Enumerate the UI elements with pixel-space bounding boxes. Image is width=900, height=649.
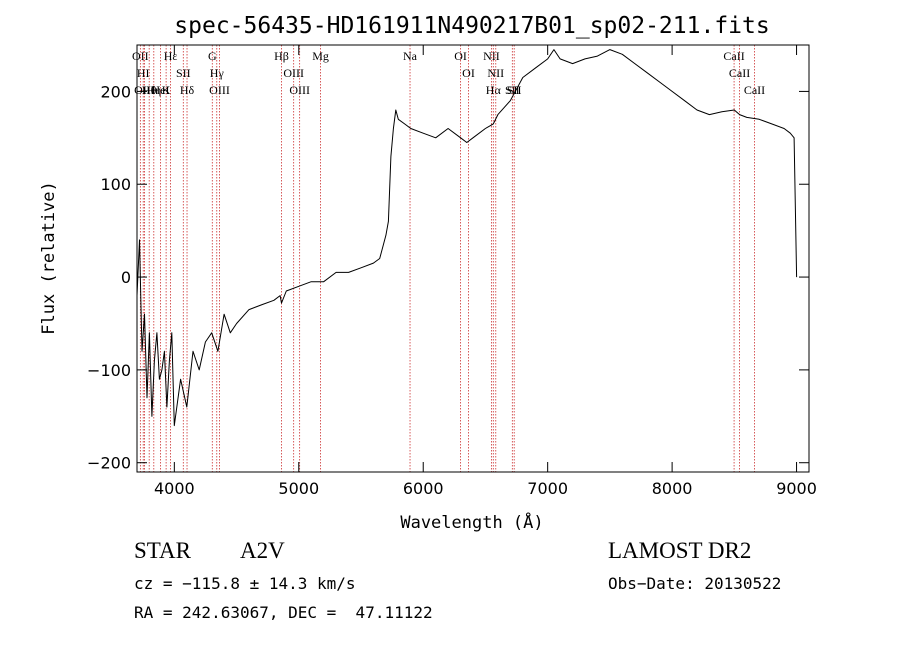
line-label-27: CaII — [744, 83, 765, 97]
y-tick-label-2: 0 — [121, 268, 131, 287]
line-label-21: Hα — [486, 83, 502, 97]
line-markers: OIIHIOIIIHθHηHeIKHεSIIHδGHγOIIIHβOIIIOII… — [132, 45, 765, 472]
line-label-8: Hδ — [180, 83, 195, 97]
observation-date: Obs−Date: 20130522 — [608, 574, 782, 593]
line-label-6: K — [162, 83, 171, 97]
redshift-readout: cz = −115.8 ± 14.3 km/s — [134, 574, 356, 593]
line-label-0: Hθ — [142, 83, 157, 97]
line-label-22: NII — [487, 66, 504, 80]
coordinates-readout: RA = 242.63067, DEC = 47.11122 — [134, 603, 433, 622]
x-tick-label-2: 6000 — [403, 479, 444, 498]
line-label-10: G — [208, 49, 217, 63]
line-label-9: SII — [176, 66, 191, 80]
spectrum-chart: spec-56435-HD161911N490217B01_sp02-211.f… — [39, 13, 817, 533]
line-label-3: HI — [137, 66, 150, 80]
line-label-12: Hγ — [210, 66, 225, 80]
y-tick-label-1: −100 — [87, 361, 131, 380]
line-label-13: Hβ — [274, 49, 289, 63]
x-tick-label-0: 4000 — [154, 479, 195, 498]
object-subclass: A2V — [240, 538, 285, 563]
line-label-14: OIII — [283, 66, 304, 80]
line-label-18: OI — [454, 49, 467, 63]
x-axis-label: Wavelength (Å) — [400, 511, 543, 533]
line-label-15: OIII — [289, 83, 310, 97]
y-tick-label-4: 200 — [100, 82, 131, 101]
line-label-23: SII — [505, 83, 520, 97]
line-label-25: CaII — [723, 49, 744, 63]
line-label-7: Hε — [164, 49, 178, 63]
y-tick-label-0: −200 — [87, 454, 131, 473]
x-tick-label-3: 7000 — [527, 479, 568, 498]
x-tick-label-5: 9000 — [776, 479, 817, 498]
line-label-19: OI — [462, 66, 475, 80]
line-label-4: Hη — [146, 83, 161, 97]
line-label-24: SII — [507, 83, 522, 97]
line-label-5: HeI — [152, 83, 170, 97]
chart-title: spec-56435-HD161911N490217B01_sp02-211.f… — [174, 13, 769, 39]
line-label-20: NII — [483, 49, 500, 63]
y-tick-label-3: 100 — [100, 175, 131, 194]
axes: 4000 5000 6000 7000 8000 9000 −200 −100 0 100 200 — [87, 45, 817, 498]
flux-series — [136, 49, 798, 427]
line-label-26: CaII — [729, 66, 750, 80]
line-label-17: Na — [403, 49, 418, 63]
line-label-11: OIII — [209, 83, 230, 97]
line-label-1: OII — [132, 49, 149, 63]
x-tick-label-4: 8000 — [652, 479, 693, 498]
plot-frame — [136, 44, 810, 473]
y-axis-label: Flux (relative) — [39, 181, 59, 335]
x-tick-label-1: 5000 — [278, 479, 319, 498]
flux-line — [136, 49, 798, 427]
object-type: STAR — [134, 538, 191, 563]
line-label-16: Mg — [312, 49, 329, 63]
survey-name: LAMOST DR2 — [608, 538, 752, 563]
line-label-2: OIII — [134, 83, 155, 97]
